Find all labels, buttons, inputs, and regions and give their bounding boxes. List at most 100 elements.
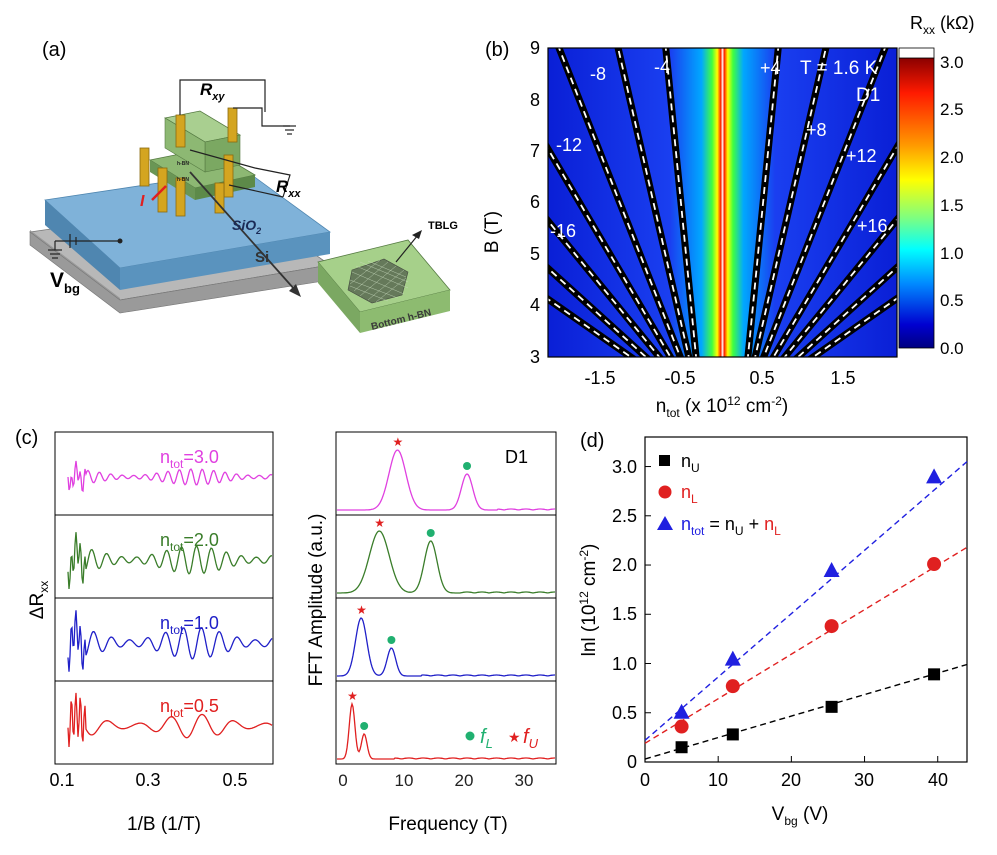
fl-marker-icon — [465, 731, 475, 741]
fan-line — [548, 147, 672, 357]
fan-line — [617, 48, 690, 357]
fft-ntot-2 — [337, 530, 555, 594]
b-y-tick: 5 — [530, 244, 540, 264]
c-left-x-tick: 0.5 — [222, 770, 247, 790]
fl-peak-marker — [387, 636, 396, 644]
point-n_L — [927, 557, 942, 572]
c-left-x-axis-label: 1/B (1/T) — [127, 814, 201, 835]
colorbar-tick: 0.5 — [940, 291, 964, 310]
d-x-axis-label: Vbg (V) — [772, 804, 829, 828]
legend-triangle-icon — [657, 516, 673, 530]
fit-line-n_U — [644, 663, 968, 760]
c-left-x-tick: 0.3 — [135, 770, 160, 790]
c-right-panels: ★ ★ ★ ★ — [335, 431, 557, 765]
b-y-tick: 3 — [530, 347, 540, 367]
b-device-label: D1 — [856, 85, 880, 106]
sio2-label: SiO2 — [232, 217, 261, 236]
point-n_tot — [823, 561, 840, 577]
trace-label-ntot-2: ntot=2.0 — [160, 530, 219, 554]
fit-line-n_tot — [644, 461, 968, 741]
d-x-tick-labels: 0 10 20 30 40 — [640, 770, 948, 790]
fan-line — [558, 48, 682, 357]
fu-peak-marker: ★ — [374, 516, 385, 530]
panel-label-a: (a) — [42, 39, 66, 61]
c-left-x-tick: 0.1 — [49, 770, 74, 790]
legend-square-icon — [659, 455, 670, 466]
d-x-tick-label: 30 — [854, 770, 874, 790]
fu-peak-marker: ★ — [347, 689, 358, 703]
legend-circle-icon — [658, 485, 672, 499]
point-n_tot — [673, 703, 690, 719]
d-y-tick-label: 0.5 — [612, 703, 637, 723]
trace-ntot-3 — [67, 460, 273, 493]
d-y-tick-label: 0 — [627, 752, 637, 772]
hbn-bottom-label: h-BN — [177, 177, 189, 183]
point-n_L — [674, 719, 689, 734]
fu-marker-icon: ★ — [508, 729, 521, 745]
d-x-tick-label: 20 — [781, 770, 801, 790]
point-n_U — [928, 668, 941, 681]
b-x-tick: 0.5 — [749, 368, 774, 388]
fan-label: -8 — [590, 64, 606, 84]
fl-legend-label: fL — [480, 726, 493, 751]
c-right-x-tick: 0 — [338, 771, 347, 790]
si-label: Si — [255, 249, 269, 266]
hbn-top-label: h-BN — [177, 161, 189, 167]
fan-line — [747, 48, 780, 357]
fft-ntot-3 — [337, 449, 555, 511]
c-right-x-tick: 20 — [455, 771, 474, 790]
fan-line — [772, 145, 897, 357]
colorbar-tick: 0.0 — [940, 339, 964, 358]
b-temperature: T = 1.6 K — [800, 58, 878, 79]
d-legend: nU nL ntot = nU + nL — [657, 451, 781, 538]
legend-nu: nU — [681, 451, 700, 475]
fan-line-band — [548, 294, 637, 357]
b-y-axis-label: B (T) — [482, 211, 503, 253]
d-x-tick-label: 0 — [640, 770, 650, 790]
trace-ntot-1 — [67, 610, 273, 672]
d-y-tick-label: 2.5 — [612, 506, 637, 526]
fan-line-band — [807, 294, 897, 357]
b-y-tick: 9 — [530, 38, 540, 58]
fit-line-n_L — [644, 546, 968, 744]
panel-label-d: (d) — [580, 430, 604, 452]
d-y-tick-labels: 0 0.5 1.0 1.5 2.0 2.5 3.0 — [612, 457, 637, 772]
point-n_U — [675, 741, 688, 754]
point-n_U — [825, 700, 838, 713]
c-right-x-ticks: 0 10 20 30 — [338, 771, 533, 790]
d-y-tick-label: 2.0 — [612, 555, 637, 575]
vbg-label: Vbg — [50, 269, 80, 296]
b-y-ticks: 9 8 7 6 5 4 3 — [530, 38, 540, 367]
colorbar-tick: 1.0 — [940, 244, 964, 263]
fu-peak-marker: ★ — [356, 603, 367, 617]
c-left-x-ticks: 0.1 0.3 0.5 — [49, 770, 247, 790]
c-right-x-tick: 30 — [515, 771, 534, 790]
panel-label-b: (b) — [485, 39, 509, 61]
trace-label-ntot-3: ntot=3.0 — [160, 447, 219, 471]
c-left-panels — [54, 431, 274, 765]
rxy-label: Rxy — [200, 80, 225, 103]
trace-ntot-2 — [67, 532, 272, 590]
fan-label: +4 — [760, 58, 781, 78]
c-left-y-axis-label: ΔRxx — [27, 581, 51, 619]
fan-label: -16 — [550, 221, 576, 241]
colorbar-title: Rxx (kΩ) — [910, 13, 974, 37]
colorbar — [898, 57, 935, 349]
d-x-tick-label: 10 — [708, 770, 728, 790]
c-right-y-axis-label: FFT Amplitude (a.u.) — [306, 514, 327, 687]
fl-peak-marker — [426, 529, 435, 537]
fan-label: +12 — [846, 146, 877, 166]
landau-fan-map — [547, 47, 898, 358]
b-x-tick: -0.5 — [664, 368, 695, 388]
fan-label: +16 — [857, 216, 888, 236]
fan-line — [762, 48, 886, 357]
current-label: I — [140, 193, 145, 210]
point-n_U — [726, 728, 739, 741]
fu-legend-label: fU — [523, 726, 539, 751]
tblg-label: TBLG — [428, 220, 458, 232]
d-y-tick-label: 1.0 — [612, 654, 637, 674]
b-y-tick: 6 — [530, 192, 540, 212]
rxx-label: Rxx — [276, 177, 301, 200]
b-y-tick: 4 — [530, 295, 540, 315]
d-y-tick-label: 3.0 — [612, 457, 637, 477]
